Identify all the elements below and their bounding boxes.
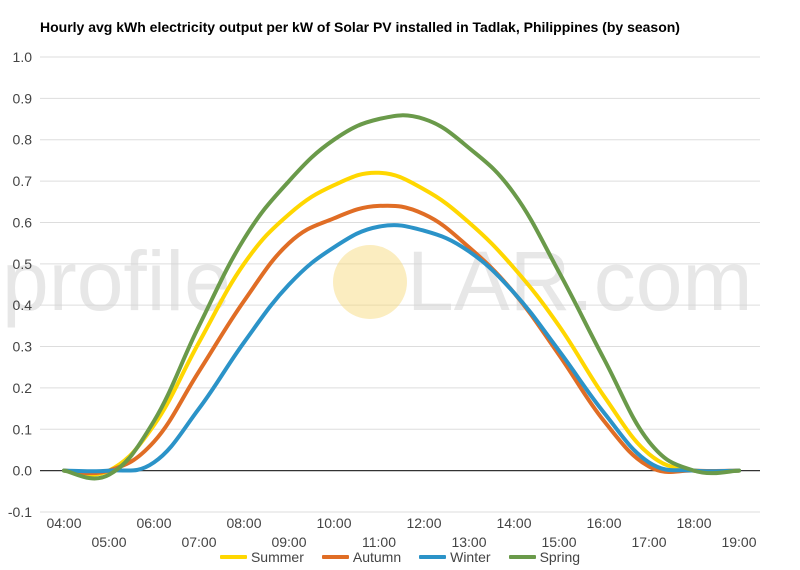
- y-tick-label: 0.5: [13, 256, 33, 272]
- x-tick-label: 09:00: [271, 534, 306, 550]
- x-tick-label: 19:00: [721, 534, 756, 550]
- y-tick-label: 0.1: [13, 421, 33, 437]
- y-tick-label: -0.1: [8, 504, 32, 520]
- legend-label-autumn: Autumn: [352, 549, 402, 565]
- x-tick-label: 16:00: [586, 515, 621, 531]
- legend-label-summer: Summer: [250, 549, 304, 565]
- x-tick-label: 06:00: [136, 515, 171, 531]
- grid-layer: [40, 56, 760, 513]
- y-tick-label: 0.7: [13, 173, 33, 189]
- x-tick-label: 14:00: [496, 515, 531, 531]
- y-tick-label: 0.8: [13, 132, 33, 148]
- legend-item-autumn[interactable]: Autumn: [321, 549, 402, 565]
- series-line-spring: [62, 113, 741, 481]
- legend-label-winter: Winter: [450, 549, 491, 565]
- legend-swatch-autumn: [321, 555, 349, 559]
- legend-item-spring[interactable]: Spring: [508, 549, 581, 565]
- legend-swatch-winter: [419, 555, 447, 559]
- x-tick-label: 04:00: [46, 515, 81, 531]
- legend-item-summer[interactable]: Summer: [219, 549, 304, 565]
- x-tick-label: 13:00: [451, 534, 486, 550]
- y-tick-label: 1.0: [13, 49, 33, 65]
- series-line-winter: [62, 223, 741, 474]
- watermark-sun-icon: [333, 245, 407, 319]
- series-layer: [62, 113, 741, 481]
- y-tick-label: 0.6: [13, 214, 33, 230]
- y-tick-label: 0.0: [13, 463, 33, 479]
- x-tick-label: 18:00: [676, 515, 711, 531]
- y-tick-label: 0.3: [13, 339, 33, 355]
- legend-swatch-spring: [508, 555, 536, 559]
- y-tick-label: 0.2: [13, 380, 33, 396]
- legend-label-spring: Spring: [539, 549, 581, 565]
- x-tick-label: 05:00: [91, 534, 126, 550]
- series-line-autumn: [62, 203, 741, 476]
- x-tick-label: 15:00: [541, 534, 576, 550]
- y-tick-label: 0.4: [13, 297, 33, 313]
- legend-swatch-summer: [219, 555, 247, 559]
- x-tick-label: 08:00: [226, 515, 261, 531]
- axis-layer: 1.0 0.9 0.8 0.7 0.6 0.5 0.4 0.3 0.2 0.1 0.0 -0.1 04:…: [8, 49, 757, 550]
- x-tick-label: 11:00: [362, 534, 396, 550]
- y-tick-label: 0.9: [13, 90, 33, 106]
- chart-title: Hourly avg kWh electricity output per kW…: [40, 19, 680, 35]
- x-tick-label: 07:00: [181, 534, 216, 550]
- x-tick-label: 12:00: [406, 515, 441, 531]
- legend-item-winter[interactable]: Winter: [419, 549, 491, 565]
- watermark: profile LAR.com: [2, 234, 752, 328]
- x-tick-label: 10:00: [316, 515, 351, 531]
- series-line-summer: [62, 170, 741, 477]
- legend: Summer Autumn Winter Spring: [0, 549, 800, 565]
- x-tick-label: 17:00: [631, 534, 666, 550]
- watermark-text-left: profile: [2, 234, 231, 328]
